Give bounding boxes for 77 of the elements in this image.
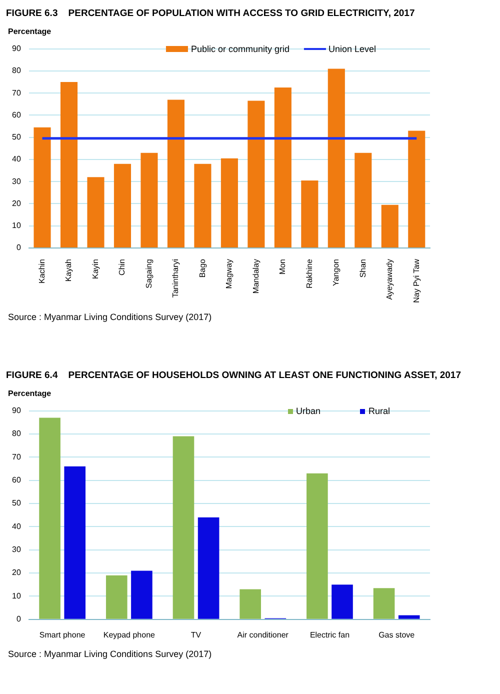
- x-tick-label: Magway: [224, 258, 234, 289]
- chart-title: FIGURE 6.3 PERCENTAGE OF POPULATION WITH ACCESS TO GRID ELECTRICITY, 2017: [5, 7, 416, 19]
- x-tick-label: Tanintharyi: [171, 258, 180, 298]
- y-tick-label: 20: [12, 198, 22, 208]
- x-tick-label: Keypad phone: [103, 630, 156, 640]
- bar: [39, 418, 60, 619]
- bar: [106, 575, 128, 619]
- x-tick-label: Air conditioner: [237, 630, 289, 640]
- bar: [328, 68, 345, 248]
- legend-label: Rural: [368, 406, 390, 416]
- bar: [114, 164, 132, 248]
- x-tick-label: Kayin: [90, 258, 100, 280]
- y-tick-label: 60: [12, 476, 22, 485]
- bar: [34, 127, 51, 248]
- x-tick-label: Shan: [358, 258, 368, 278]
- bar: [220, 158, 238, 248]
- bar: [408, 130, 426, 248]
- x-tick-label: Yangon: [332, 258, 341, 286]
- y-tick-label: 70: [12, 88, 22, 98]
- y-tick-label: 10: [12, 221, 22, 230]
- y-tick-label: 60: [12, 110, 22, 120]
- x-tick-label: Smart phone: [39, 630, 86, 640]
- bar: [140, 152, 158, 248]
- bar: [354, 152, 372, 248]
- bar: [198, 517, 220, 619]
- bar: [301, 180, 318, 248]
- x-tick-label: Sagaing: [144, 258, 154, 288]
- y-tick-label: 20: [12, 568, 22, 578]
- bar: [60, 82, 78, 248]
- x-tick-label: Rakhine: [304, 258, 314, 288]
- y-tick-label: 50: [12, 498, 22, 508]
- bar: [167, 100, 184, 248]
- chart-title: FIGURE 6.4 PERCENTAGE OF HOUSEHOLDS OWNING AT LEAST ONE FUNCTIONING ASSET, 2017: [5, 369, 462, 381]
- y-tick-label: 30: [12, 545, 22, 554]
- y-tick-label: 40: [12, 154, 22, 164]
- y-tick-label: 80: [12, 429, 22, 438]
- bar: [398, 615, 420, 619]
- x-tick-label: Chin: [118, 258, 127, 276]
- bar: [248, 100, 265, 248]
- y-tick-label: 30: [12, 176, 22, 186]
- source-note: Source : Myanmar Living Conditions Survey (2017): [7, 648, 213, 659]
- bar: [332, 584, 353, 619]
- y-axis-title: Percentage: [7, 388, 52, 398]
- bar: [64, 466, 86, 619]
- bar: [87, 177, 104, 248]
- bar: [306, 473, 328, 619]
- bar: [381, 204, 398, 248]
- y-tick-label: 0: [16, 614, 22, 624]
- source-note: Source : Myanmar Living Conditions Survey (2017): [7, 311, 213, 322]
- legend-label: Urban: [296, 406, 320, 416]
- x-tick-label: TV: [190, 630, 202, 640]
- x-tick-label: Kayah: [64, 258, 74, 282]
- bar: [131, 570, 152, 619]
- legend-label: Union Level: [328, 44, 376, 54]
- y-tick-label: 90: [12, 406, 22, 416]
- y-tick-label: 90: [12, 44, 22, 54]
- bar: [240, 589, 261, 619]
- x-tick-label: Gas stove: [378, 630, 416, 640]
- bar: [172, 436, 194, 619]
- x-tick-label: Nay Pyi Taw: [412, 258, 421, 303]
- y-tick-label: 40: [12, 522, 22, 531]
- y-axis-title: Percentage: [7, 26, 52, 36]
- y-tick-label: 50: [12, 132, 22, 142]
- x-tick-label: Kachin: [37, 258, 46, 284]
- legend-label: Public or community grid: [190, 44, 290, 54]
- x-tick-label: Bago: [198, 258, 207, 278]
- y-tick-label: 70: [12, 452, 22, 462]
- x-tick-label: Ayeyawady: [385, 258, 394, 300]
- x-tick-label: Electric fan: [310, 630, 350, 640]
- bar: [373, 588, 395, 619]
- x-tick-label: Mandalay: [251, 258, 260, 294]
- bar: [194, 164, 212, 248]
- y-tick-label: 10: [12, 591, 22, 600]
- bar: [274, 88, 292, 248]
- y-tick-label: 80: [12, 66, 22, 76]
- x-tick-label: Mon: [278, 258, 288, 275]
- y-tick-label: 0: [16, 243, 22, 252]
